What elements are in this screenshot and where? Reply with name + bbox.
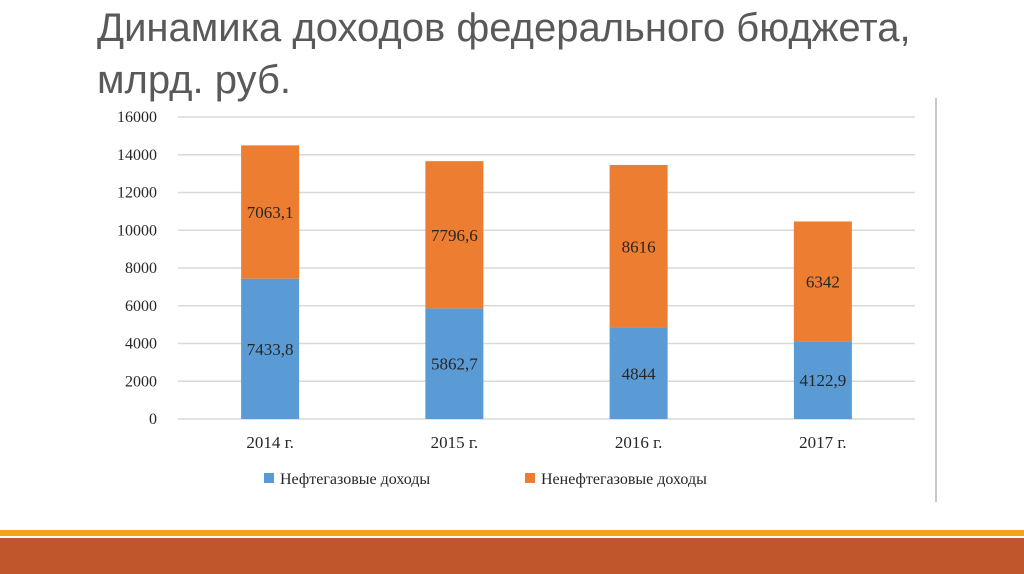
y-tick-label: 8000 [125, 260, 157, 277]
bar-oil-gas [425, 308, 484, 419]
bar-non-oil-gas [241, 145, 300, 279]
legend-item-oil-gas: Нефтегазовые доходы [280, 471, 430, 488]
data-label: 7433,8 [247, 340, 294, 359]
y-tick-label: 2000 [125, 373, 157, 390]
bar-oil-gas [793, 341, 852, 419]
legend-swatch [525, 473, 535, 483]
data-label: 6342 [806, 272, 840, 291]
bar-non-oil-gas [425, 161, 484, 309]
data-label: 4122,9 [800, 371, 847, 390]
y-tick-label: 0 [149, 411, 157, 428]
legend-item-non-oil-gas: Ненефтегазовые доходы [541, 471, 707, 488]
footer-band [0, 538, 1024, 574]
data-label: 7796,6 [431, 226, 478, 245]
bar-oil-gas [241, 278, 300, 419]
vertical-divider [935, 98, 937, 502]
y-tick-label: 10000 [117, 222, 157, 239]
y-tick-label: 14000 [117, 147, 157, 164]
data-label: 7063,1 [247, 203, 294, 222]
footer-accent-stripe [0, 530, 1024, 536]
bar-oil-gas [609, 327, 668, 419]
y-tick-label: 12000 [117, 185, 157, 202]
data-label: 4844 [622, 364, 657, 383]
legend-swatch [264, 473, 274, 483]
x-tick-label: 2017 г. [799, 433, 847, 452]
slide-title-line-2: млрд. руб. [97, 58, 292, 102]
data-label: 8616 [622, 237, 656, 256]
bar-non-oil-gas [609, 164, 668, 328]
y-tick-label: 16000 [117, 109, 157, 126]
x-tick-label: 2016 г. [615, 433, 663, 452]
slide-title: Динамика доходов федерального бюджета, м… [97, 2, 917, 106]
data-label: 5862,7 [431, 355, 478, 374]
y-tick-label: 4000 [125, 336, 157, 353]
slide-title-line-1: Динамика доходов федерального бюджета, [97, 6, 911, 50]
bar-non-oil-gas [793, 221, 852, 342]
y-tick-label: 6000 [125, 298, 157, 315]
x-tick-label: 2015 г. [431, 433, 479, 452]
x-tick-label: 2014 г. [246, 433, 294, 452]
